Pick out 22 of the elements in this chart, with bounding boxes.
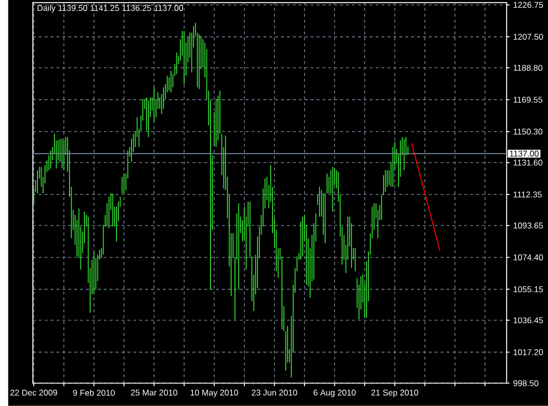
y-tick-label: 1074.40	[514, 254, 543, 260]
chart-title: Daily 1139.50 1141.25 1136.25 1137.00	[38, 4, 184, 13]
y-tick-label: 998.50	[513, 380, 538, 386]
x-tick-label: 25 Mar 2010	[130, 390, 178, 396]
x-tick-label: 10 May 2010	[190, 390, 238, 398]
x-tick-label: 22 Dec 2009	[10, 390, 58, 396]
x-tick-label: 9 Feb 2010	[73, 390, 115, 396]
y-tick-label: 1226.75	[514, 2, 543, 8]
ref-line-label: 1137.00	[510, 150, 539, 157]
x-tick-label: 23 Jun 2010	[252, 390, 298, 396]
y-tick-label: 1112.35	[514, 192, 542, 198]
y-tick-label: 1207.50	[514, 34, 543, 40]
x-tick-label: 21 Sep 2010	[371, 390, 418, 398]
y-tick-label: 1188.80	[514, 64, 542, 71]
y-tick-label: 1131.60	[514, 160, 542, 166]
y-tick-label: 1017.20	[514, 349, 543, 356]
y-tick-label: 1036.45	[514, 317, 543, 324]
x-tick-label: 6 Aug 2010	[314, 390, 356, 398]
y-tick-label: 1093.65	[514, 222, 543, 229]
y-tick-label: 1150.30	[514, 128, 542, 135]
y-tick-label: 1055.15	[514, 286, 543, 292]
y-tick-label: 1169.55	[514, 96, 542, 103]
